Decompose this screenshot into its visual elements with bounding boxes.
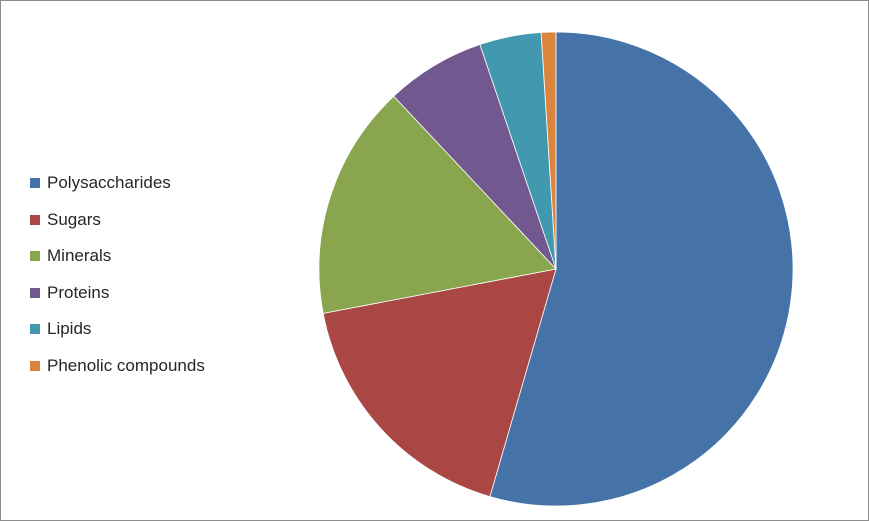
- legend-item-proteins: Proteins: [30, 275, 205, 312]
- legend-swatch-phenolic-compounds: [30, 360, 40, 371]
- pie-slice-sugars: [322, 268, 557, 498]
- legend-label-lipids: Lipids: [47, 319, 92, 339]
- pie-slice-phenolic-compounds: [540, 31, 557, 270]
- legend-label-phenolic-compounds: Phenolic compounds: [47, 355, 205, 375]
- pie-slice-minerals: [318, 95, 557, 314]
- legend-label-sugars: Sugars: [47, 209, 101, 229]
- legend: Polysaccharides Sugars Minerals Proteins…: [30, 165, 205, 384]
- legend-item-polysaccharides: Polysaccharides: [30, 165, 205, 202]
- legend-item-minerals: Minerals: [30, 238, 205, 275]
- legend-swatch-polysaccharides: [30, 178, 40, 189]
- legend-swatch-sugars: [30, 214, 40, 225]
- legend-item-phenolic-compounds: Phenolic compounds: [30, 348, 205, 385]
- legend-label-minerals: Minerals: [47, 246, 112, 266]
- legend-swatch-lipids: [30, 324, 40, 335]
- legend-swatch-minerals: [30, 251, 40, 262]
- legend-swatch-proteins: [30, 287, 40, 298]
- legend-item-lipids: Lipids: [30, 311, 205, 348]
- legend-label-polysaccharides: Polysaccharides: [47, 173, 171, 193]
- pie-slice-polysaccharides: [489, 31, 794, 507]
- legend-label-proteins: Proteins: [47, 282, 110, 302]
- legend-item-sugars: Sugars: [30, 202, 205, 239]
